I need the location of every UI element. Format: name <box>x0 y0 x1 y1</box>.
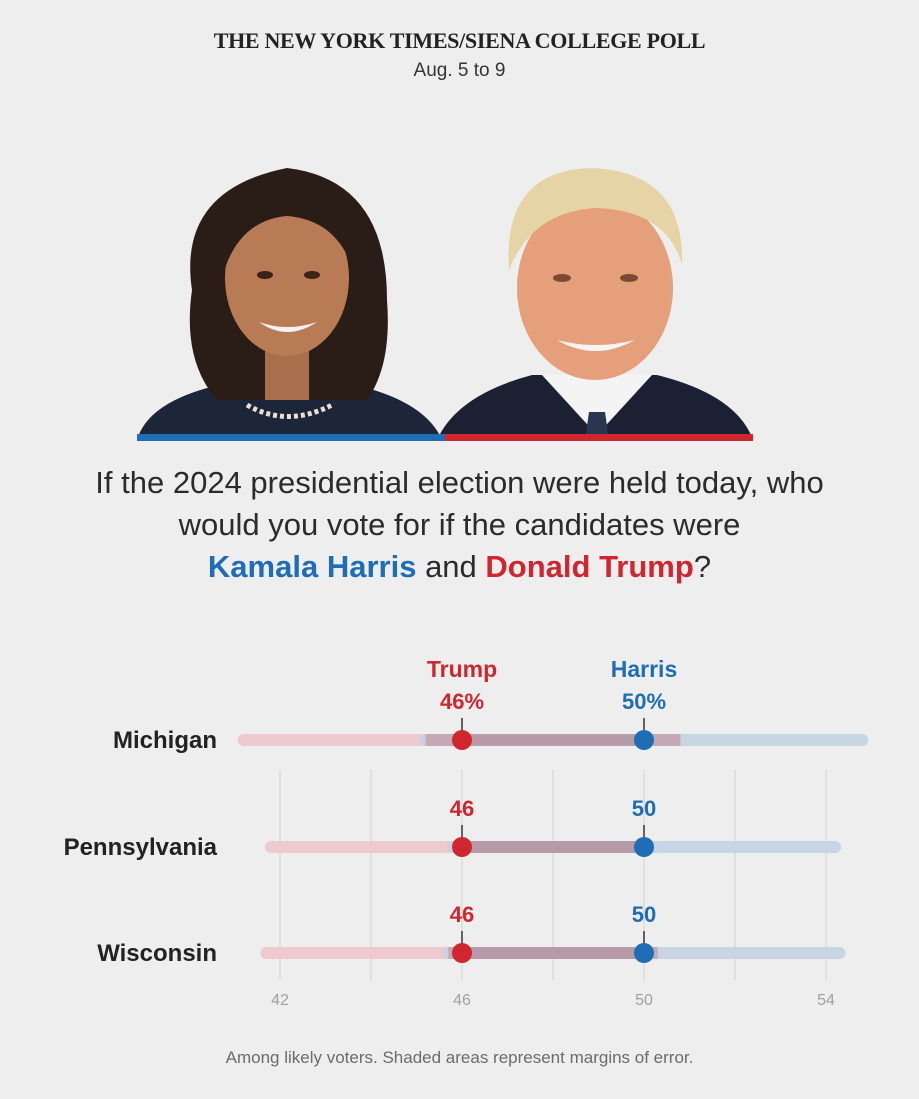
x-tick-label: 42 <box>271 992 289 1009</box>
dot-range-chart: 42 46 50 54 Michigan 46% 50% Trump Harris Pennsyl… <box>0 640 919 1040</box>
question-conjunction: and <box>425 549 477 584</box>
harris-name: Kamala Harris <box>207 549 417 584</box>
state-label: Pennsylvania <box>64 834 218 861</box>
harris-value-label: 50 <box>632 796 656 821</box>
poll-title: THE NEW YORK TIMES/SIENA COLLEGE POLL <box>213 28 706 53</box>
harris-series-label: Harris <box>611 656 677 682</box>
trump-name: Donald Trump <box>485 549 694 584</box>
harris-point <box>634 837 654 857</box>
trump-value-label: 46% <box>440 689 484 714</box>
trump-portrait <box>437 168 753 440</box>
harris-value-label: 50 <box>632 902 656 927</box>
question-line-1: If the 2024 presidential election were h… <box>95 465 824 500</box>
harris-color-bar <box>137 434 445 441</box>
chart-footnote: Among likely voters. Shaded areas repres… <box>225 1048 694 1067</box>
trump-value-label: 46 <box>450 796 474 821</box>
state-label: Wisconsin <box>97 940 217 967</box>
harris-point <box>634 943 654 963</box>
trump-series-label: Trump <box>427 656 497 682</box>
x-tick-label: 46 <box>453 992 471 1009</box>
candidate-photos <box>137 150 753 442</box>
state-label: Michigan <box>113 727 217 754</box>
question-end-mark: ? <box>693 549 712 584</box>
poll-dates: Aug. 5 to 9 <box>413 60 506 81</box>
x-tick-label: 50 <box>635 992 653 1009</box>
trump-point <box>452 943 472 963</box>
trump-point <box>452 730 472 750</box>
trump-value-label: 46 <box>450 902 474 927</box>
candidate-portraits-image <box>137 168 753 441</box>
poll-question: If the 2024 presidential election were h… <box>20 462 899 588</box>
question-line-2: would you vote for if the candidates wer… <box>178 507 741 542</box>
harris-point <box>634 730 654 750</box>
chart-svg: 42 46 50 54 Michigan 46% 50% Trump Harris Pennsyl… <box>64 656 869 1009</box>
question-line-3: Kamala Harris and Donald Trump? <box>20 546 899 588</box>
trump-color-bar <box>445 434 753 441</box>
harris-value-label: 50% <box>622 689 666 714</box>
harris-portrait <box>137 168 442 440</box>
poll-header: THE NEW YORK TIMES/SIENA COLLEGE POLL Au… <box>0 28 919 82</box>
x-tick-label: 54 <box>817 992 835 1009</box>
trump-point <box>452 837 472 857</box>
